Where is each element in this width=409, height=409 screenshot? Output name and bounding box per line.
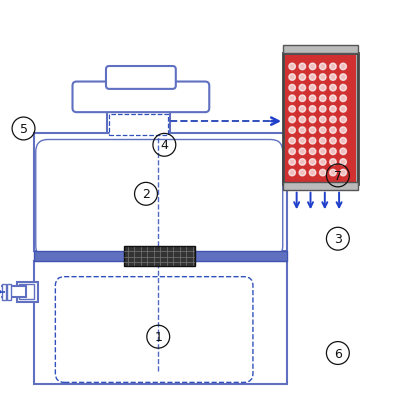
Circle shape [298, 159, 305, 166]
Circle shape [298, 170, 305, 176]
Circle shape [339, 138, 346, 145]
FancyBboxPatch shape [36, 140, 282, 258]
Circle shape [329, 149, 335, 155]
Text: 1: 1 [154, 330, 162, 343]
Text: 2: 2 [142, 188, 150, 201]
Circle shape [319, 138, 325, 145]
Bar [109, 115, 168, 135]
Circle shape [288, 159, 295, 166]
Circle shape [288, 128, 295, 134]
Circle shape [339, 96, 346, 102]
Circle shape [329, 64, 335, 70]
Circle shape [288, 117, 295, 124]
Circle shape [339, 117, 346, 124]
Bar [284, 56, 355, 182]
Bar [282, 183, 357, 190]
Circle shape [329, 106, 335, 113]
Circle shape [339, 159, 346, 166]
Circle shape [319, 74, 325, 81]
Text: 6: 6 [333, 347, 341, 360]
Bar [34, 133, 286, 252]
Circle shape [308, 170, 315, 176]
FancyBboxPatch shape [72, 82, 209, 113]
Bar [17, 282, 38, 302]
Circle shape [298, 74, 305, 81]
Circle shape [329, 138, 335, 145]
Circle shape [308, 128, 315, 134]
Bar [7, 284, 11, 300]
Bar [282, 46, 357, 54]
Circle shape [308, 85, 315, 92]
Bar [34, 261, 286, 384]
Circle shape [298, 138, 305, 145]
Circle shape [288, 106, 295, 113]
Circle shape [339, 170, 346, 176]
Circle shape [329, 74, 335, 81]
FancyBboxPatch shape [106, 67, 175, 90]
Circle shape [308, 74, 315, 81]
Circle shape [308, 138, 315, 145]
Circle shape [329, 170, 335, 176]
Circle shape [329, 159, 335, 166]
Circle shape [329, 117, 335, 124]
Circle shape [288, 74, 295, 81]
Text: 5: 5 [20, 123, 27, 136]
Bar [2, 284, 7, 300]
Circle shape [339, 106, 346, 113]
Circle shape [319, 106, 325, 113]
Circle shape [329, 85, 335, 92]
Circle shape [329, 128, 335, 134]
Circle shape [308, 149, 315, 155]
Circle shape [308, 96, 315, 102]
Circle shape [319, 149, 325, 155]
Circle shape [339, 64, 346, 70]
Text: 4: 4 [160, 139, 168, 152]
Circle shape [319, 85, 325, 92]
Circle shape [308, 117, 315, 124]
Circle shape [329, 96, 335, 102]
FancyBboxPatch shape [55, 277, 252, 382]
Circle shape [298, 64, 305, 70]
Bar [123, 247, 195, 266]
Circle shape [288, 85, 295, 92]
Circle shape [298, 106, 305, 113]
Circle shape [319, 117, 325, 124]
Circle shape [288, 64, 295, 70]
Bar [282, 54, 357, 184]
Circle shape [298, 117, 305, 124]
Circle shape [339, 149, 346, 155]
Circle shape [288, 170, 295, 176]
Circle shape [288, 96, 295, 102]
Bar [34, 252, 286, 261]
Circle shape [298, 149, 305, 155]
Circle shape [319, 64, 325, 70]
Circle shape [319, 159, 325, 166]
Text: 7: 7 [333, 169, 341, 182]
Circle shape [288, 138, 295, 145]
Bar [19, 285, 34, 299]
Circle shape [298, 96, 305, 102]
Circle shape [308, 64, 315, 70]
Text: 3: 3 [333, 233, 341, 245]
Circle shape [339, 85, 346, 92]
Bar [0, 286, 25, 298]
Circle shape [319, 128, 325, 134]
Circle shape [339, 128, 346, 134]
Circle shape [308, 159, 315, 166]
Circle shape [339, 74, 346, 81]
Circle shape [319, 170, 325, 176]
Circle shape [298, 128, 305, 134]
Circle shape [319, 96, 325, 102]
Bar [107, 111, 170, 133]
Circle shape [308, 106, 315, 113]
Circle shape [298, 85, 305, 92]
Circle shape [288, 149, 295, 155]
